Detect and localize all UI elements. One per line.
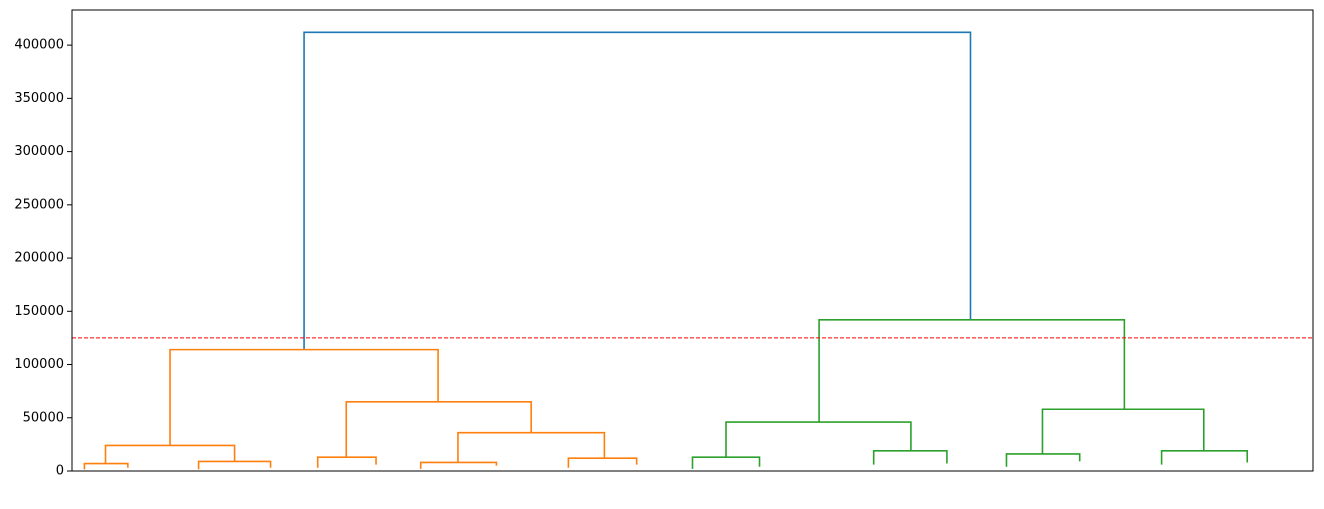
dendrogram-link xyxy=(725,421,912,458)
y-tick-label: 250000 xyxy=(14,197,64,212)
dendrogram-link xyxy=(83,462,129,470)
dendrogram-link xyxy=(457,431,606,463)
dendrogram-link xyxy=(419,461,498,469)
dendrogram-link xyxy=(104,444,236,464)
dendrogram-link xyxy=(1041,408,1205,454)
dendrogram-link xyxy=(1005,453,1081,467)
dendrogram-link xyxy=(303,31,972,350)
y-tick-label: 350000 xyxy=(14,91,64,106)
y-tick-label: 100000 xyxy=(14,357,64,372)
y-tick-label: 0 xyxy=(56,464,64,479)
y-tick-label: 50000 xyxy=(23,410,64,425)
dendrogram-link xyxy=(567,457,638,468)
y-tick-label: 150000 xyxy=(14,304,64,319)
dendrogram-link xyxy=(197,460,272,470)
dendrogram-link xyxy=(872,449,948,465)
dendrogram-link xyxy=(691,456,761,469)
dendrogram-link xyxy=(345,400,532,458)
dendrogram-link xyxy=(169,348,439,446)
dendrogram-link xyxy=(316,456,377,468)
y-tick-label: 300000 xyxy=(14,144,64,159)
y-tick-label: 400000 xyxy=(14,38,64,53)
dendrogram-link xyxy=(1160,449,1249,465)
y-tick-label: 200000 xyxy=(14,251,64,266)
axes-frame xyxy=(71,9,1314,472)
dendrogram-link xyxy=(818,319,1126,423)
